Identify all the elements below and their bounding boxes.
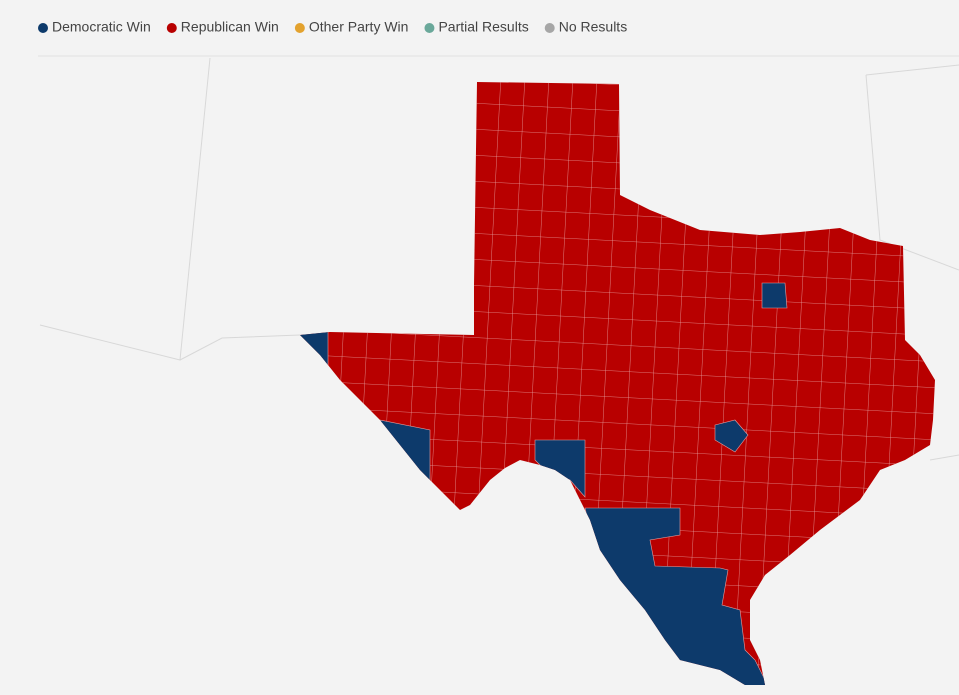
legend-label: Other Party Win: [309, 19, 409, 35]
legend-label: Democratic Win: [52, 19, 151, 35]
legend-label: No Results: [559, 19, 627, 35]
legend-dot: [294, 23, 305, 33]
legend-dot: [38, 23, 48, 33]
legend-dot: [166, 23, 177, 33]
legend-label: Partial Results: [438, 19, 528, 35]
legend: Democratic Win Republican Win Other Party …: [38, 19, 627, 35]
legend-label: Republican Win: [181, 19, 279, 35]
legend-dot: [424, 23, 435, 33]
texas-counties: [300, 82, 935, 685]
background-borders: [39, 57, 959, 461]
legend-dot: [544, 23, 555, 33]
